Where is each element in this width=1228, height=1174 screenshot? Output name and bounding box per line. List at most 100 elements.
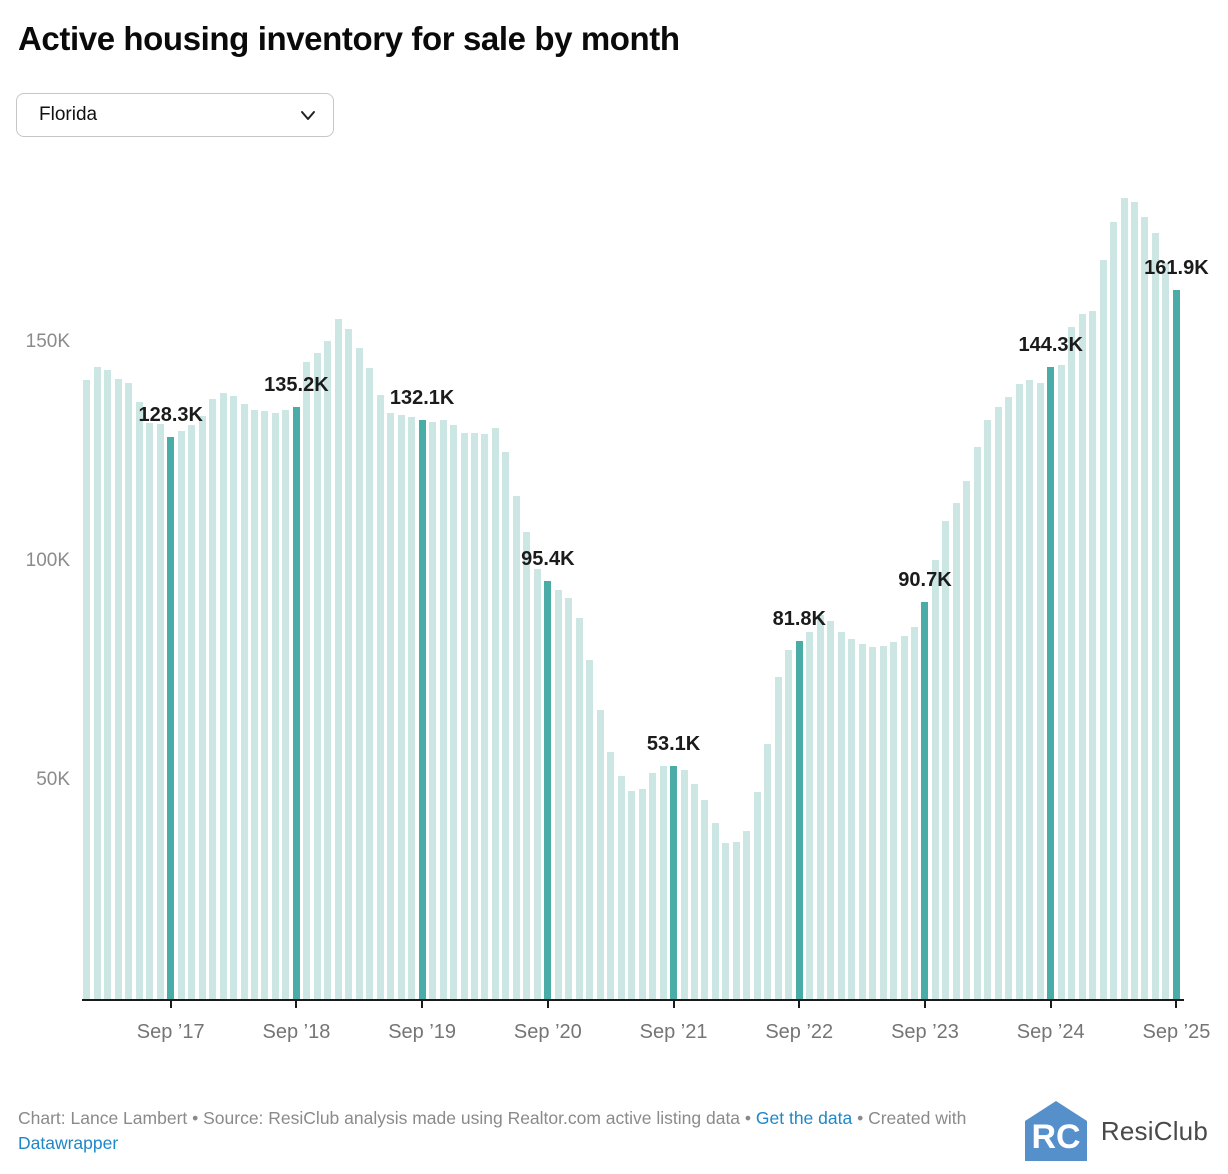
bar[interactable] xyxy=(628,790,636,999)
bar[interactable] xyxy=(785,649,793,999)
bar[interactable] xyxy=(1131,202,1139,999)
bar[interactable] xyxy=(1141,217,1149,999)
bar[interactable] xyxy=(994,406,1002,999)
bar[interactable] xyxy=(125,383,133,999)
bar[interactable] xyxy=(607,752,615,999)
bar[interactable] xyxy=(691,783,699,999)
bar[interactable] xyxy=(93,367,101,999)
bar[interactable] xyxy=(408,417,416,999)
bar[interactable] xyxy=(104,370,112,999)
bar[interactable] xyxy=(429,421,437,999)
bar[interactable] xyxy=(1036,382,1044,999)
bar[interactable] xyxy=(596,709,604,999)
bar[interactable] xyxy=(1151,233,1159,999)
bar[interactable] xyxy=(491,428,499,999)
bar[interactable] xyxy=(146,423,154,999)
bar[interactable] xyxy=(963,480,971,999)
bar[interactable] xyxy=(219,393,227,999)
bar[interactable] xyxy=(1015,384,1023,999)
bar[interactable] xyxy=(753,791,761,999)
bar[interactable] xyxy=(334,319,342,999)
bar[interactable] xyxy=(177,430,185,999)
bar[interactable] xyxy=(649,772,657,999)
bar[interactable] xyxy=(523,531,531,999)
bar[interactable] xyxy=(984,420,992,999)
bar[interactable] xyxy=(942,521,950,999)
bar[interactable] xyxy=(879,645,887,999)
bar[interactable] xyxy=(1078,313,1086,999)
bar[interactable] xyxy=(743,830,751,999)
bar[interactable] xyxy=(533,569,541,999)
bar[interactable] xyxy=(376,394,384,999)
bar[interactable] xyxy=(1057,364,1065,999)
bar-september[interactable] xyxy=(921,601,929,999)
bar-september[interactable] xyxy=(418,420,426,999)
bar[interactable] xyxy=(931,560,939,999)
bar[interactable] xyxy=(324,341,332,999)
bar[interactable] xyxy=(764,744,772,999)
bar[interactable] xyxy=(135,402,143,999)
bar-september[interactable] xyxy=(1047,367,1055,999)
bar[interactable] xyxy=(397,415,405,999)
bar[interactable] xyxy=(471,433,479,999)
bar[interactable] xyxy=(952,502,960,999)
bar[interactable] xyxy=(1068,326,1076,999)
bar[interactable] xyxy=(460,433,468,999)
bar[interactable] xyxy=(188,425,196,999)
bar[interactable] xyxy=(355,347,363,999)
bar[interactable] xyxy=(1089,310,1097,999)
bar[interactable] xyxy=(209,398,217,999)
bar[interactable] xyxy=(554,589,562,999)
bar[interactable] xyxy=(313,352,321,999)
bar[interactable] xyxy=(1110,222,1118,999)
bar[interactable] xyxy=(481,434,489,999)
bar[interactable] xyxy=(711,823,719,999)
bar[interactable] xyxy=(240,404,248,999)
bar[interactable] xyxy=(837,632,845,999)
bar[interactable] xyxy=(732,841,740,999)
bar[interactable] xyxy=(1162,263,1170,999)
bar-september[interactable] xyxy=(670,766,678,999)
bar[interactable] xyxy=(659,766,667,999)
bar[interactable] xyxy=(890,641,898,999)
bar[interactable] xyxy=(387,413,395,999)
bar[interactable] xyxy=(848,639,856,999)
bar[interactable] xyxy=(198,416,206,999)
bar[interactable] xyxy=(1099,260,1107,999)
bar[interactable] xyxy=(251,409,259,999)
bar[interactable] xyxy=(701,800,709,999)
bar[interactable] xyxy=(439,420,447,999)
bar[interactable] xyxy=(827,620,835,999)
bar[interactable] xyxy=(156,423,164,999)
bar[interactable] xyxy=(911,626,919,999)
bar[interactable] xyxy=(502,451,510,999)
region-dropdown[interactable]: Florida xyxy=(16,93,334,137)
bar[interactable] xyxy=(617,776,625,999)
bar[interactable] xyxy=(282,409,290,999)
bar[interactable] xyxy=(230,395,238,999)
bar[interactable] xyxy=(303,361,311,999)
bar-september[interactable] xyxy=(544,581,552,999)
bar[interactable] xyxy=(806,631,814,999)
bar[interactable] xyxy=(816,614,824,999)
bar[interactable] xyxy=(345,329,353,999)
bar[interactable] xyxy=(565,598,573,999)
bar[interactable] xyxy=(900,635,908,999)
bar[interactable] xyxy=(973,447,981,999)
bar[interactable] xyxy=(722,842,730,999)
bar[interactable] xyxy=(261,411,269,999)
bar[interactable] xyxy=(638,789,646,999)
bar[interactable] xyxy=(512,495,520,999)
bar[interactable] xyxy=(1005,396,1013,999)
bar-september[interactable] xyxy=(167,437,175,999)
bar[interactable] xyxy=(869,647,877,999)
bar[interactable] xyxy=(114,379,122,999)
datawrapper-link[interactable]: Datawrapper xyxy=(18,1133,119,1153)
get-data-link[interactable]: Get the data xyxy=(755,1108,853,1128)
bar[interactable] xyxy=(1120,197,1128,999)
bar[interactable] xyxy=(586,659,594,999)
bar[interactable] xyxy=(83,380,91,999)
bar[interactable] xyxy=(774,676,782,999)
bar[interactable] xyxy=(366,368,374,999)
bar-september[interactable] xyxy=(292,406,300,999)
